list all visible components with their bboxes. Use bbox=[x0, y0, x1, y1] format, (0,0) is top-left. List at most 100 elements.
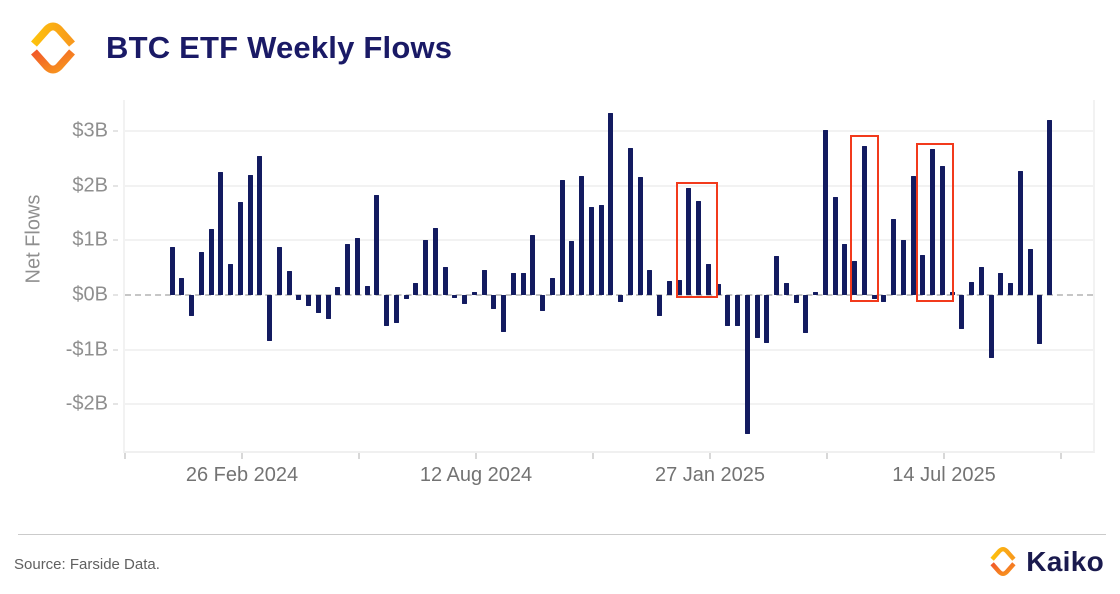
bar bbox=[949, 291, 955, 295]
bar bbox=[286, 270, 292, 295]
bar bbox=[510, 273, 516, 295]
bar bbox=[988, 295, 994, 359]
bar bbox=[189, 295, 194, 317]
bar bbox=[520, 273, 526, 295]
zero-gridline bbox=[125, 294, 1093, 296]
bar bbox=[627, 147, 633, 295]
bar bbox=[930, 149, 935, 295]
bar bbox=[783, 282, 789, 295]
bar bbox=[686, 187, 692, 295]
bar bbox=[530, 235, 536, 295]
bar bbox=[608, 113, 614, 295]
y-tick-label: $1B bbox=[72, 228, 108, 251]
bar bbox=[247, 174, 253, 295]
bar bbox=[744, 295, 750, 435]
y-tick-label: -$1B bbox=[65, 338, 108, 361]
bar bbox=[354, 237, 360, 295]
bar bbox=[842, 244, 848, 295]
x-tick-mark bbox=[1060, 453, 1062, 459]
bar bbox=[345, 244, 350, 295]
bar bbox=[257, 155, 263, 295]
bar bbox=[852, 261, 857, 295]
bar bbox=[754, 295, 760, 339]
page-title: BTC ETF Weekly Flows bbox=[106, 30, 453, 65]
bar bbox=[1008, 282, 1013, 295]
kaiko-logo-icon bbox=[31, 22, 75, 74]
y-tick-label: -$2B bbox=[65, 392, 108, 415]
bar bbox=[647, 269, 653, 295]
bar bbox=[793, 295, 799, 304]
y-tick-mark bbox=[113, 129, 118, 132]
bar bbox=[384, 295, 389, 326]
bar bbox=[696, 200, 701, 295]
x-tick-mark bbox=[709, 453, 711, 459]
bar bbox=[228, 264, 233, 295]
bar bbox=[218, 171, 224, 295]
header: BTC ETF Weekly Flows bbox=[24, 20, 452, 76]
bar bbox=[822, 129, 828, 295]
brand-lockup: Kaiko bbox=[987, 545, 1104, 578]
bar bbox=[803, 295, 809, 334]
bar bbox=[198, 251, 204, 295]
kaiko-logo-icon bbox=[990, 546, 1016, 577]
y-axis-labels: $3B $2B $1B $0B -$1B -$2B bbox=[0, 100, 118, 453]
bar bbox=[501, 295, 506, 333]
y-tick-label: $3B bbox=[72, 119, 108, 142]
bar bbox=[676, 279, 682, 295]
bar bbox=[705, 264, 711, 295]
bar bbox=[452, 295, 458, 299]
bar bbox=[666, 281, 672, 295]
bar bbox=[325, 295, 331, 320]
bar bbox=[910, 176, 916, 295]
bar bbox=[774, 255, 779, 295]
y-tick-label: $0B bbox=[72, 283, 108, 306]
bar bbox=[1047, 119, 1052, 295]
bar bbox=[920, 254, 926, 295]
bar bbox=[364, 285, 370, 295]
x-tick-mark bbox=[475, 453, 477, 459]
y-tick-mark bbox=[113, 184, 118, 187]
bar bbox=[471, 292, 477, 295]
brand-wordmark: Kaiko bbox=[1026, 545, 1104, 577]
bar bbox=[208, 229, 214, 295]
bar bbox=[169, 247, 175, 295]
bar bbox=[306, 295, 311, 307]
bar bbox=[618, 295, 623, 303]
x-tick-label: 27 Jan 2025 bbox=[654, 464, 766, 486]
bar bbox=[871, 295, 877, 299]
bar bbox=[1017, 170, 1023, 295]
y-tick-mark bbox=[113, 403, 118, 406]
bar bbox=[725, 295, 731, 327]
bar bbox=[1027, 249, 1033, 295]
bar bbox=[959, 295, 965, 330]
bar bbox=[432, 228, 438, 295]
btc-etf-weekly-flows-chart: Net Flows $3B $2B $1B $0B -$1B -$2B 26 Feb 20… bbox=[0, 100, 1095, 486]
x-tick-label: 26 Feb 2024 bbox=[185, 464, 299, 486]
bar bbox=[276, 246, 282, 295]
bar bbox=[900, 239, 906, 295]
bar bbox=[939, 166, 945, 295]
source-note: Source: Farside Data. bbox=[14, 556, 160, 573]
bar bbox=[998, 273, 1004, 295]
bar bbox=[540, 295, 545, 311]
bar bbox=[657, 295, 662, 317]
bar bbox=[813, 292, 818, 295]
bar bbox=[462, 295, 467, 304]
bar bbox=[569, 241, 575, 295]
bar bbox=[335, 287, 341, 295]
bar bbox=[481, 269, 487, 295]
bar bbox=[1037, 295, 1043, 344]
footer-divider bbox=[18, 534, 1106, 535]
bar bbox=[403, 295, 409, 300]
y-tick-label: $2B bbox=[72, 174, 108, 197]
highlight-box bbox=[916, 142, 955, 302]
y-tick-mark bbox=[113, 348, 118, 351]
x-tick-mark bbox=[124, 453, 126, 459]
bar bbox=[881, 295, 887, 302]
highlight-box bbox=[849, 134, 880, 303]
gridline bbox=[125, 348, 1093, 351]
bar bbox=[891, 218, 896, 295]
plot-area: 26 Feb 2024 12 Aug 2024 27 Jan 2025 14 Jul … bbox=[123, 100, 1095, 486]
bar bbox=[598, 204, 604, 295]
bar bbox=[764, 295, 770, 343]
